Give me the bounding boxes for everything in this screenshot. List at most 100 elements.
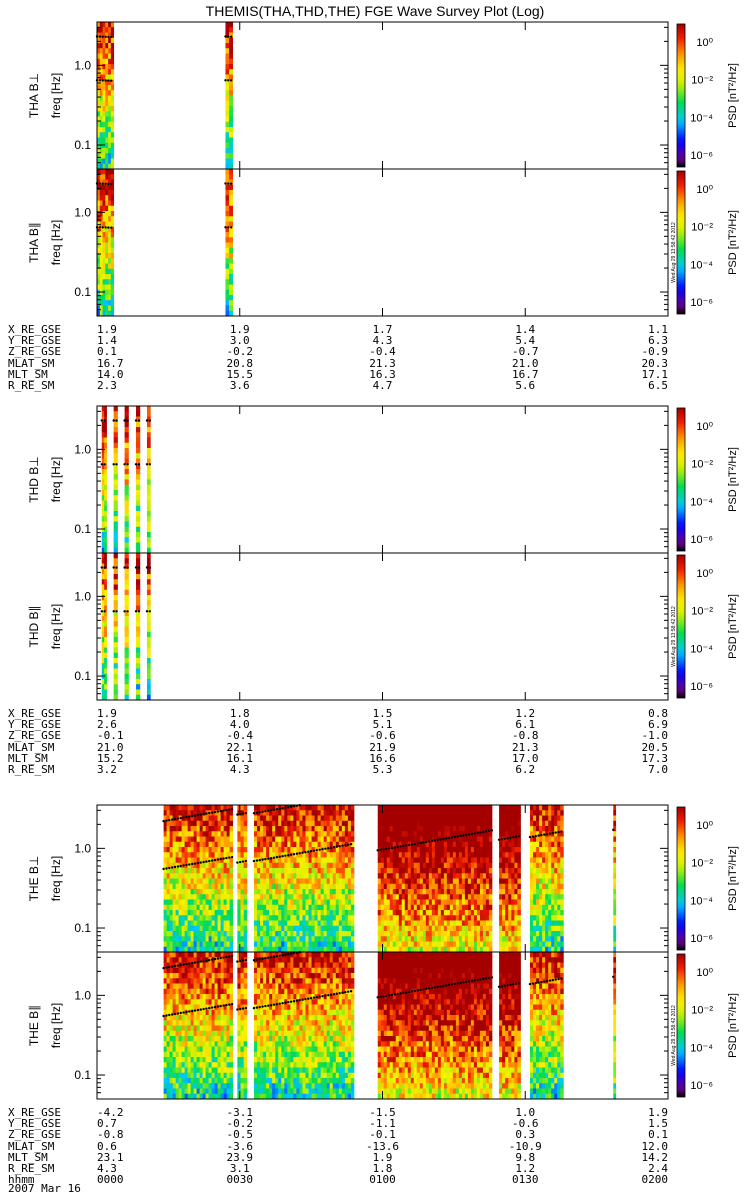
spectrogram-cell — [473, 852, 478, 858]
spectrogram-cell — [97, 305, 101, 312]
spectrogram-cell — [136, 416, 141, 423]
spectrogram-cell — [539, 820, 543, 827]
spectrogram-cell — [184, 1072, 189, 1079]
spectrogram-cell — [440, 910, 445, 916]
spectrogram-cell — [101, 558, 105, 564]
spectrogram-cell — [560, 831, 564, 837]
spectrogram-cell — [214, 894, 219, 900]
colorbar-tick-label: 10⁻⁶ — [690, 681, 713, 693]
spectrogram-cell — [332, 946, 337, 953]
spectrogram-cell — [446, 815, 451, 822]
spectrogram-cell — [434, 936, 439, 942]
spectrogram-cell — [428, 899, 433, 906]
spectrogram-cell — [407, 925, 412, 932]
spectrogram-cell — [172, 868, 177, 874]
spectrogram-cell — [341, 862, 346, 869]
trace-dot — [227, 182, 230, 185]
spectrogram-cell — [240, 847, 245, 853]
spectrogram-cell — [172, 952, 177, 958]
spectrogram-cell — [136, 553, 141, 559]
spectrogram-cell — [175, 967, 180, 974]
spectrogram-cell — [187, 915, 192, 921]
trace-dot — [148, 566, 151, 569]
spectrogram-cell — [110, 27, 115, 33]
spectrogram-cell — [263, 931, 267, 937]
spectrogram-cell — [101, 453, 105, 459]
spectrogram-cell — [275, 931, 279, 937]
spectrogram-cell — [314, 810, 319, 816]
spectrogram-cell — [199, 999, 204, 1005]
spectrogram-cell — [299, 883, 303, 890]
spectrogram-cell — [211, 815, 216, 822]
spectrogram-cell — [287, 941, 291, 948]
spectrogram-cell — [499, 899, 503, 906]
spectrogram-cell — [323, 815, 328, 822]
spectrogram-cell — [560, 857, 564, 864]
spectrogram-cell — [434, 852, 439, 858]
spectrogram-cell — [110, 69, 115, 75]
spectrogram-cell — [113, 621, 118, 627]
spectrogram-cell — [317, 904, 322, 911]
trace-dot — [101, 79, 104, 82]
spectrogram-cell — [102, 95, 106, 102]
spectrogram-cell — [314, 826, 319, 832]
spectrogram-cell — [178, 978, 183, 984]
spectrogram-cell — [323, 826, 328, 832]
spectrogram-cell — [136, 526, 141, 533]
spectrogram-cell — [113, 526, 118, 533]
spectrogram-cell — [395, 857, 400, 864]
spectrogram-cell — [269, 915, 273, 921]
spectrogram-cell — [296, 915, 300, 921]
spectrogram-cell — [443, 878, 448, 885]
spectrogram-cell — [105, 132, 109, 138]
spectrogram-cell — [113, 479, 118, 486]
spectrogram-cell — [458, 873, 463, 879]
spectrogram-cell — [181, 1088, 186, 1095]
spectrogram-cell — [172, 889, 177, 895]
spectrogram-cell — [560, 810, 564, 816]
spectrogram-cell — [335, 820, 340, 827]
spectrogram-cell — [440, 873, 445, 879]
spectrogram-cell — [317, 815, 322, 822]
trace-dot — [344, 844, 347, 847]
spectrogram-cell — [104, 563, 107, 570]
spectrogram-cell — [101, 563, 105, 570]
spectrogram-cell — [485, 805, 490, 811]
spectrogram-cell — [208, 941, 213, 948]
spectrogram-cell — [193, 1057, 198, 1063]
spectrogram-cell — [102, 163, 106, 170]
spectrogram-cell — [278, 910, 282, 916]
spectrogram-cell — [332, 883, 337, 890]
trace-dot — [281, 807, 284, 810]
spectrogram-cell — [530, 831, 534, 837]
spectrogram-cell — [284, 946, 288, 953]
spectrogram-cell — [196, 999, 201, 1005]
spectrogram-cell — [99, 226, 103, 233]
spectrogram-cell — [311, 915, 315, 921]
spectrogram-cell — [308, 920, 312, 927]
trace-dot — [191, 862, 194, 866]
spectrogram-cell — [113, 684, 118, 690]
spectrogram-cell — [449, 883, 454, 890]
spectrogram-cell — [254, 894, 258, 900]
spectrogram-cell — [314, 931, 319, 937]
spectrogram-cell — [539, 904, 543, 911]
trace-dot — [208, 811, 211, 815]
spectrogram-cell — [341, 889, 346, 895]
spectrogram-cell — [458, 894, 463, 900]
spectrogram-cell — [196, 1046, 201, 1053]
spectrogram-cell — [434, 920, 439, 927]
spectrogram-cell — [398, 883, 403, 890]
spectrogram-cell — [181, 1093, 186, 1100]
spectrogram-cell — [108, 64, 112, 70]
spectrogram-cell — [272, 899, 276, 906]
spectrogram-cell — [505, 820, 509, 827]
spectrogram-cell — [105, 221, 109, 228]
spectrogram-cell — [302, 910, 306, 916]
spectrogram-cell — [225, 279, 230, 285]
spectrogram-cell — [386, 878, 391, 885]
spectrogram-cell — [502, 815, 506, 822]
spectrogram-cell — [272, 915, 276, 921]
spectrogram-cell — [305, 936, 309, 942]
spectrogram-cell — [193, 946, 198, 953]
